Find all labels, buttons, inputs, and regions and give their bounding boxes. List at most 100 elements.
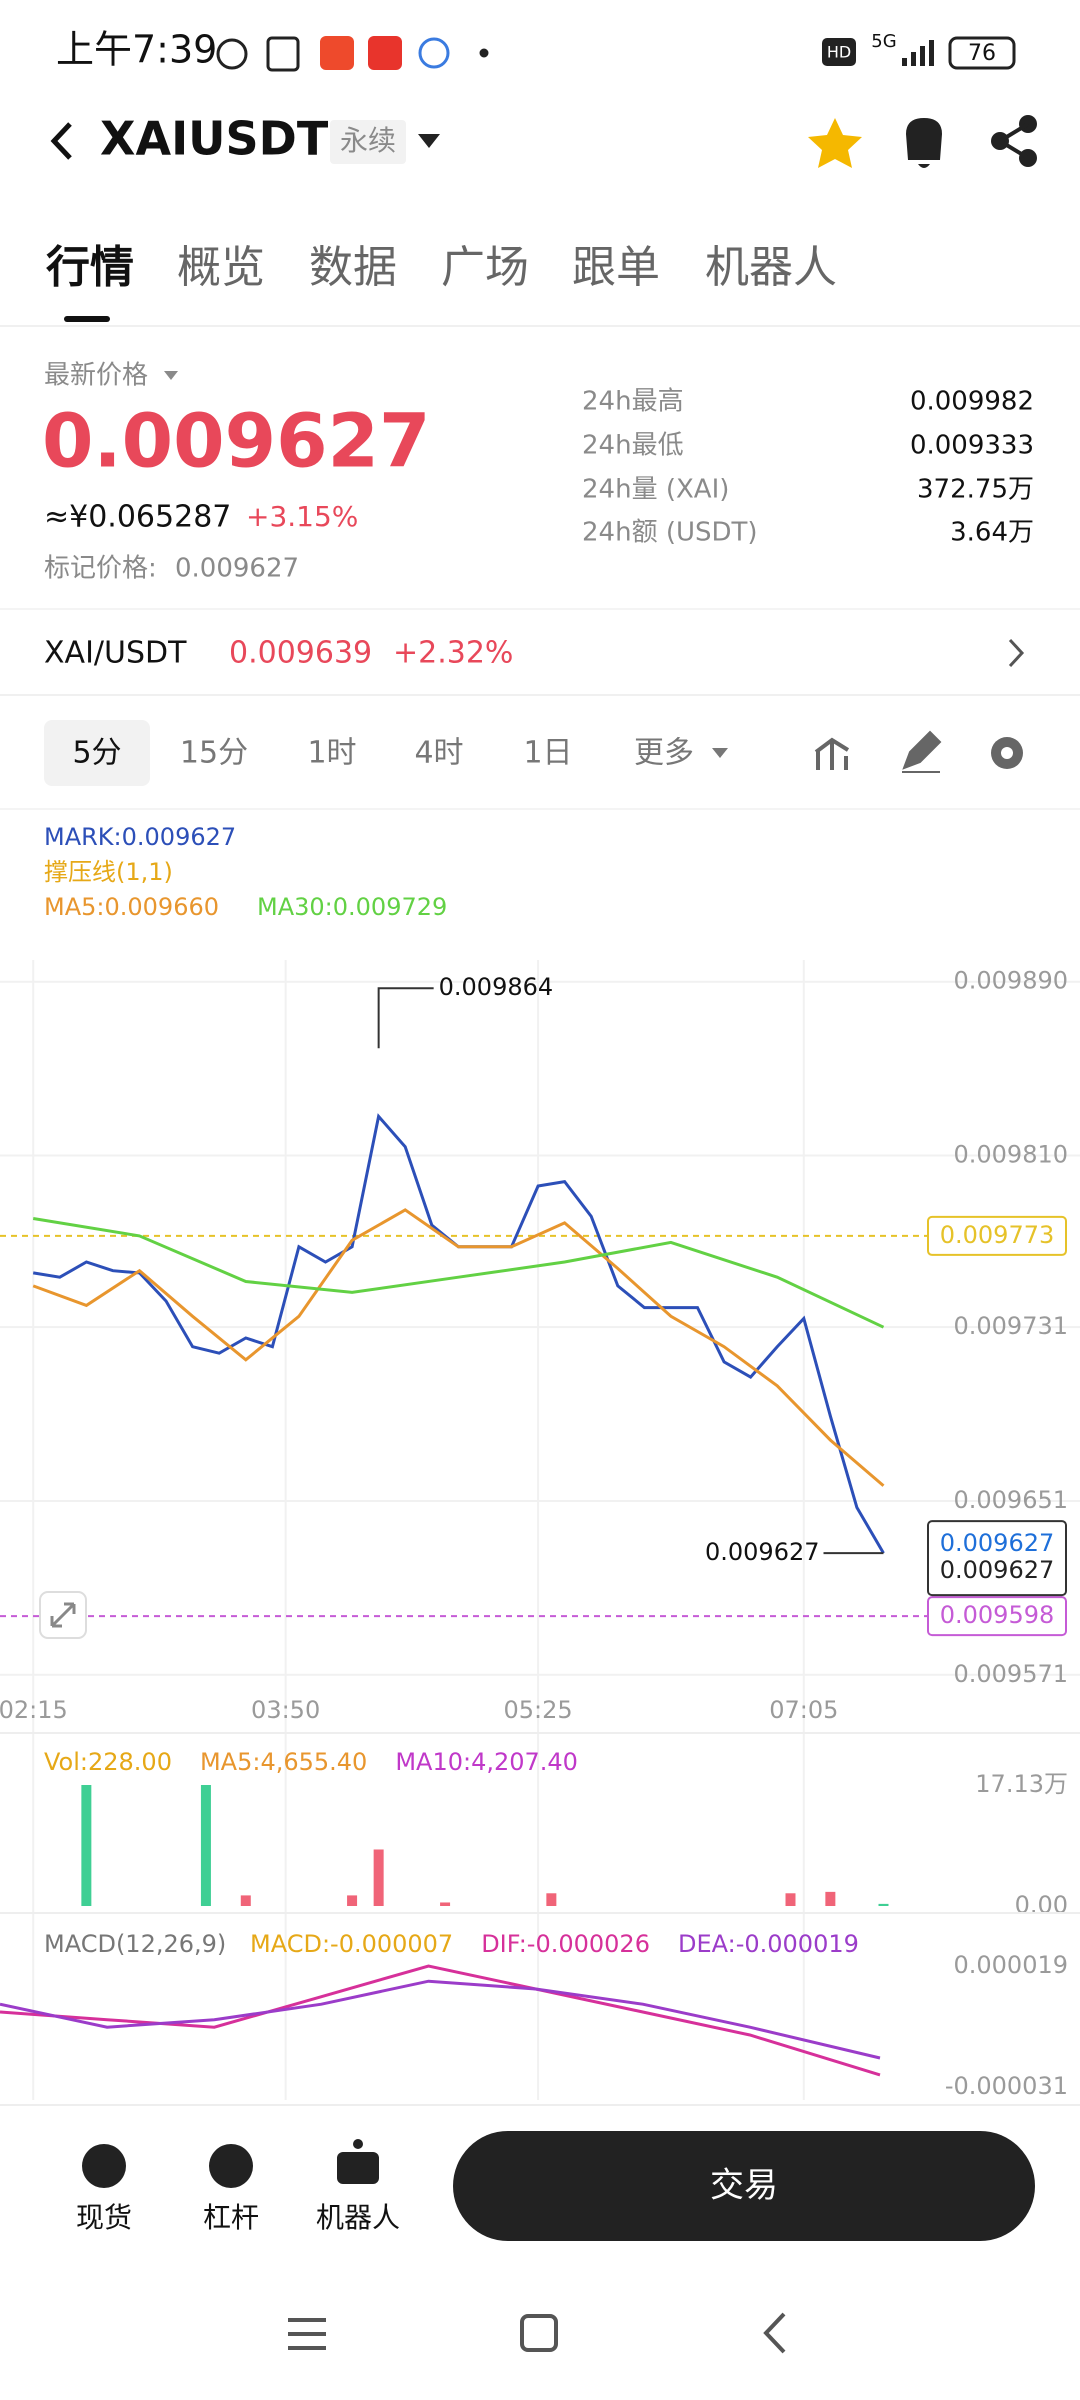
nav-label[interactable]: 现货: [76, 2201, 132, 2234]
tab[interactable]: 机器人: [705, 242, 837, 293]
nav-label[interactable]: 机器人: [316, 2201, 400, 2234]
tab[interactable]: 概览: [177, 242, 265, 293]
legend-entry: MACD(12,26,9): [44, 1930, 226, 1958]
stat-label: 24h最高: [582, 387, 684, 417]
interval[interactable]: 4时: [414, 736, 463, 771]
interval[interactable]: 更多: [634, 736, 694, 771]
y-tick-label: 0.000019: [953, 1951, 1068, 1979]
draw-button[interactable]: [902, 730, 942, 773]
annotation: 0.009864: [439, 973, 554, 1001]
volume-bar: [373, 1849, 384, 1906]
tab[interactable]: 行情: [46, 242, 134, 293]
tab[interactable]: 跟单: [572, 242, 660, 293]
status-time: 上午7:39: [56, 28, 217, 72]
series-line: [32, 1208, 885, 1487]
legend-entry: MA5:0.009660: [44, 893, 219, 921]
interval[interactable]: 5分: [72, 736, 121, 771]
tab[interactable]: 数据: [309, 242, 397, 293]
interval[interactable]: 1日: [523, 736, 572, 771]
stats: 24h最高 0.009982 24h最低 0.009333 24h量 (XAI) 372.…: [582, 387, 1034, 548]
indicator-button[interactable]: [814, 737, 850, 770]
legend-entry: MARK:0.009627: [44, 823, 236, 851]
volume-bar: [200, 1785, 211, 1906]
x-tick-label: 02:15: [0, 1696, 68, 1724]
spot-arrow[interactable]: [1008, 638, 1025, 668]
symbol-dropdown[interactable]: [418, 134, 440, 148]
volume-bar: [546, 1893, 557, 1906]
volume-bar: [81, 1785, 92, 1906]
y-tick-label: 17.13万: [975, 1770, 1068, 1798]
hd-badge: [822, 38, 856, 66]
y-tick-label: 0.009731: [953, 1312, 1068, 1340]
interval[interactable]: 15分: [180, 736, 248, 771]
volume-bar: [240, 1895, 251, 1906]
divider: [0, 608, 1080, 610]
series-line: [0, 1964, 881, 2077]
battery-level: 76: [968, 41, 996, 66]
volume-bar: [347, 1895, 358, 1906]
annotation: 0.009627: [705, 1538, 820, 1566]
x-tick-label: 03:50: [251, 1696, 320, 1724]
interval-selected: [44, 720, 150, 786]
trade-button[interactable]: [453, 2131, 1035, 2241]
legend-entry: 撑压线(1,1): [44, 858, 173, 886]
y-tick-label: 0.009810: [953, 1141, 1068, 1169]
divider: [0, 1732, 1080, 1734]
trade-label[interactable]: 交易: [710, 2166, 778, 2206]
series-line: [0, 1979, 881, 2060]
divider: [0, 325, 1080, 327]
volume-bar: [825, 1891, 836, 1906]
price-tag-box: [927, 1215, 1067, 1256]
spot-pair[interactable]: XAI/USDT: [44, 636, 187, 671]
price-tag-box: [927, 1596, 1067, 1637]
intervals: 5分 15分 1时 4时 1日 更多: [72, 736, 694, 771]
nav: 现货 杠杆 机器人: [76, 2201, 400, 2234]
stat-value: 0.009333: [910, 431, 1034, 461]
x-tick-label: 07:05: [769, 1696, 838, 1724]
symbol[interactable]: XAIUSDT: [100, 112, 329, 166]
legend-entry: MA10:4,207.40: [395, 1748, 578, 1776]
volume-bar: [440, 1902, 451, 1906]
status-icons: [216, 36, 489, 72]
tabs: 行情 概览 数据 广场 跟单 机器人: [46, 242, 837, 293]
badge: 永续: [340, 124, 396, 157]
stat-value: 0.009982: [910, 387, 1034, 417]
back-button[interactable]: [50, 122, 72, 160]
legend-entry: Vol:228.00: [44, 1748, 172, 1776]
y-tick-label: -0.000031: [945, 2072, 1068, 2100]
interval[interactable]: 1时: [307, 736, 356, 771]
fullscreen-icon: [50, 1602, 76, 1628]
price-label: 最新价格: [44, 361, 148, 391]
share[interactable]: [991, 115, 1037, 167]
settings-button[interactable]: [991, 737, 1023, 769]
alert[interactable]: [906, 118, 942, 168]
price-tag: 0.009773: [940, 1221, 1055, 1249]
more-dropdown[interactable]: [712, 748, 728, 758]
status-network: 5G: [871, 31, 896, 52]
y-tick-label: 0.009571: [953, 1660, 1068, 1688]
nav-label[interactable]: 杠杆: [203, 2201, 259, 2234]
system-nav: [288, 2312, 786, 2354]
stat-value: 372.75万: [917, 475, 1034, 505]
price-label-dropdown[interactable]: [164, 371, 178, 380]
tab-indicator: [64, 316, 110, 322]
price-tag: 0.009627: [940, 1556, 1055, 1584]
price-tag: 0.009598: [940, 1601, 1055, 1629]
legend-entry: DEA:-0.000019: [678, 1930, 859, 1958]
stat-label: 24h最低: [582, 431, 684, 461]
tab[interactable]: 广场: [441, 242, 529, 293]
favorite[interactable]: [808, 118, 862, 168]
annotation-leader: [377, 987, 434, 1049]
y-tick-label: 0.00: [1015, 1891, 1068, 1919]
legend-entry: DIF:-0.000026: [481, 1930, 650, 1958]
divider: [0, 1912, 1080, 1914]
y-tick-label: 0.009651: [953, 1486, 1068, 1514]
stat-label: 24h额 (USDT): [582, 518, 758, 548]
price-change: +3.15%: [246, 500, 358, 533]
legend-entry: MA30:0.009729: [257, 893, 447, 921]
legend-entry: MACD:-0.000007: [250, 1930, 453, 1958]
series-line: [32, 1217, 885, 1329]
chart: 0.009890 0.009810 0.009731 0.009651 0.009571…: [0, 823, 1080, 2100]
